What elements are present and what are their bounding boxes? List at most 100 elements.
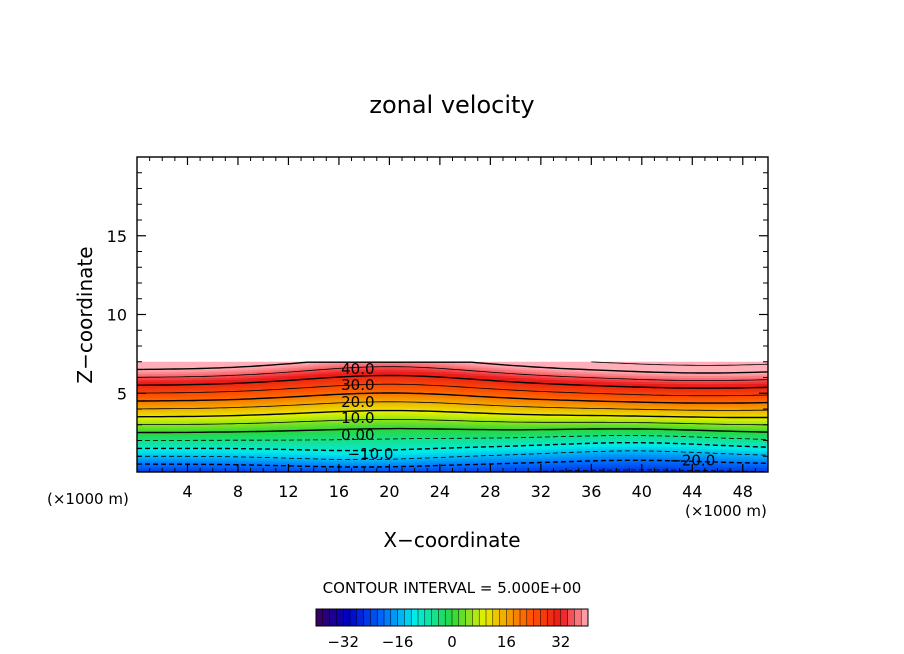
- field-cell: [273, 395, 279, 398]
- field-cell: [288, 450, 295, 453]
- field-cell: [419, 432, 426, 436]
- field-cell: [540, 393, 547, 396]
- field-cell: [480, 442, 486, 446]
- field-cell: [495, 393, 502, 396]
- field-cell: [273, 422, 279, 426]
- field-cell: [232, 375, 239, 379]
- field-cell: [207, 434, 214, 438]
- field-cell: [152, 422, 158, 426]
- field-cell: [571, 460, 577, 463]
- field-cell: [172, 456, 178, 459]
- field-cell: [419, 412, 426, 416]
- field-cell: [550, 458, 557, 461]
- field-cell: [480, 426, 486, 430]
- field-cell: [212, 458, 219, 461]
- field-cell: [152, 401, 158, 404]
- field-cell: [298, 389, 305, 392]
- field-cell: [167, 432, 173, 436]
- field-cell: [505, 470, 512, 472]
- field-cell: [142, 387, 148, 390]
- field-cell: [338, 410, 345, 414]
- field-cell: [359, 446, 365, 449]
- field-cell: [419, 395, 426, 398]
- field-cell: [561, 416, 567, 420]
- field-cell: [192, 412, 199, 416]
- field-cell: [212, 409, 219, 412]
- field-cell: [303, 412, 310, 416]
- field-cell: [212, 412, 219, 416]
- field-cell: [237, 458, 244, 461]
- field-cell: [167, 410, 173, 414]
- field-cell: [409, 468, 416, 471]
- field-cell: [227, 450, 234, 453]
- field-cell: [328, 470, 335, 472]
- field-cell: [374, 412, 380, 416]
- field-cell: [364, 470, 370, 472]
- field-cell: [162, 371, 168, 375]
- field-cell: [333, 442, 340, 446]
- field-cell: [515, 395, 522, 398]
- field-cell: [298, 373, 305, 377]
- field-cell: [470, 434, 476, 438]
- field-cell: [258, 428, 264, 432]
- field-cell: [217, 395, 224, 398]
- field-cell: [444, 444, 451, 448]
- field-cell: [490, 470, 497, 472]
- field-cell: [212, 456, 219, 459]
- field-cell: [581, 361, 587, 365]
- field-cell: [571, 458, 577, 461]
- field-cell: [313, 407, 320, 410]
- field-cell: [222, 361, 229, 365]
- field-cell: [288, 430, 295, 434]
- field-cell: [389, 422, 396, 426]
- field-cell: [354, 387, 360, 390]
- field-cell: [172, 460, 178, 463]
- field-cell: [197, 428, 204, 432]
- field-cell: [480, 383, 486, 386]
- field-cell: [278, 458, 284, 461]
- field-cell: [414, 387, 421, 390]
- field-cell: [152, 363, 158, 367]
- field-cell: [354, 373, 360, 377]
- field-cell: [222, 363, 229, 367]
- field-cell: [545, 379, 552, 383]
- field-cell: [561, 462, 567, 465]
- field-cell: [399, 412, 406, 416]
- field-cell: [237, 442, 244, 446]
- field-cell: [192, 403, 199, 406]
- field-cell: [253, 367, 259, 371]
- field-cell: [414, 414, 421, 418]
- field-cell: [424, 436, 431, 440]
- field-cell: [278, 466, 284, 469]
- field-cell: [500, 365, 507, 369]
- field-cell: [550, 422, 557, 426]
- field-cell: [338, 391, 345, 394]
- field-cell: [369, 424, 375, 428]
- field-cell: [338, 420, 345, 424]
- field-cell: [147, 438, 153, 442]
- field-cell: [429, 385, 436, 388]
- field-cell: [434, 428, 441, 432]
- field-cell: [530, 448, 537, 451]
- field-cell: [217, 393, 224, 396]
- field-cell: [298, 460, 305, 463]
- field-cell: [525, 414, 532, 418]
- field-cell: [535, 460, 542, 463]
- field-cell: [207, 428, 214, 432]
- field-cell: [470, 399, 476, 402]
- field-cell: [343, 387, 350, 390]
- field-cell: [222, 434, 229, 438]
- field-cell: [253, 371, 259, 375]
- field-cell: [379, 385, 385, 388]
- field-cell: [545, 409, 552, 412]
- field-cell: [520, 363, 527, 367]
- field-cell: [349, 444, 355, 448]
- field-cell: [232, 379, 239, 383]
- field-cell: [157, 458, 163, 461]
- field-cell: [232, 409, 239, 412]
- field-cell: [354, 397, 360, 400]
- field-cell: [550, 409, 557, 412]
- field-cell: [222, 452, 229, 455]
- field-cell: [374, 414, 380, 418]
- field-cell: [434, 432, 441, 436]
